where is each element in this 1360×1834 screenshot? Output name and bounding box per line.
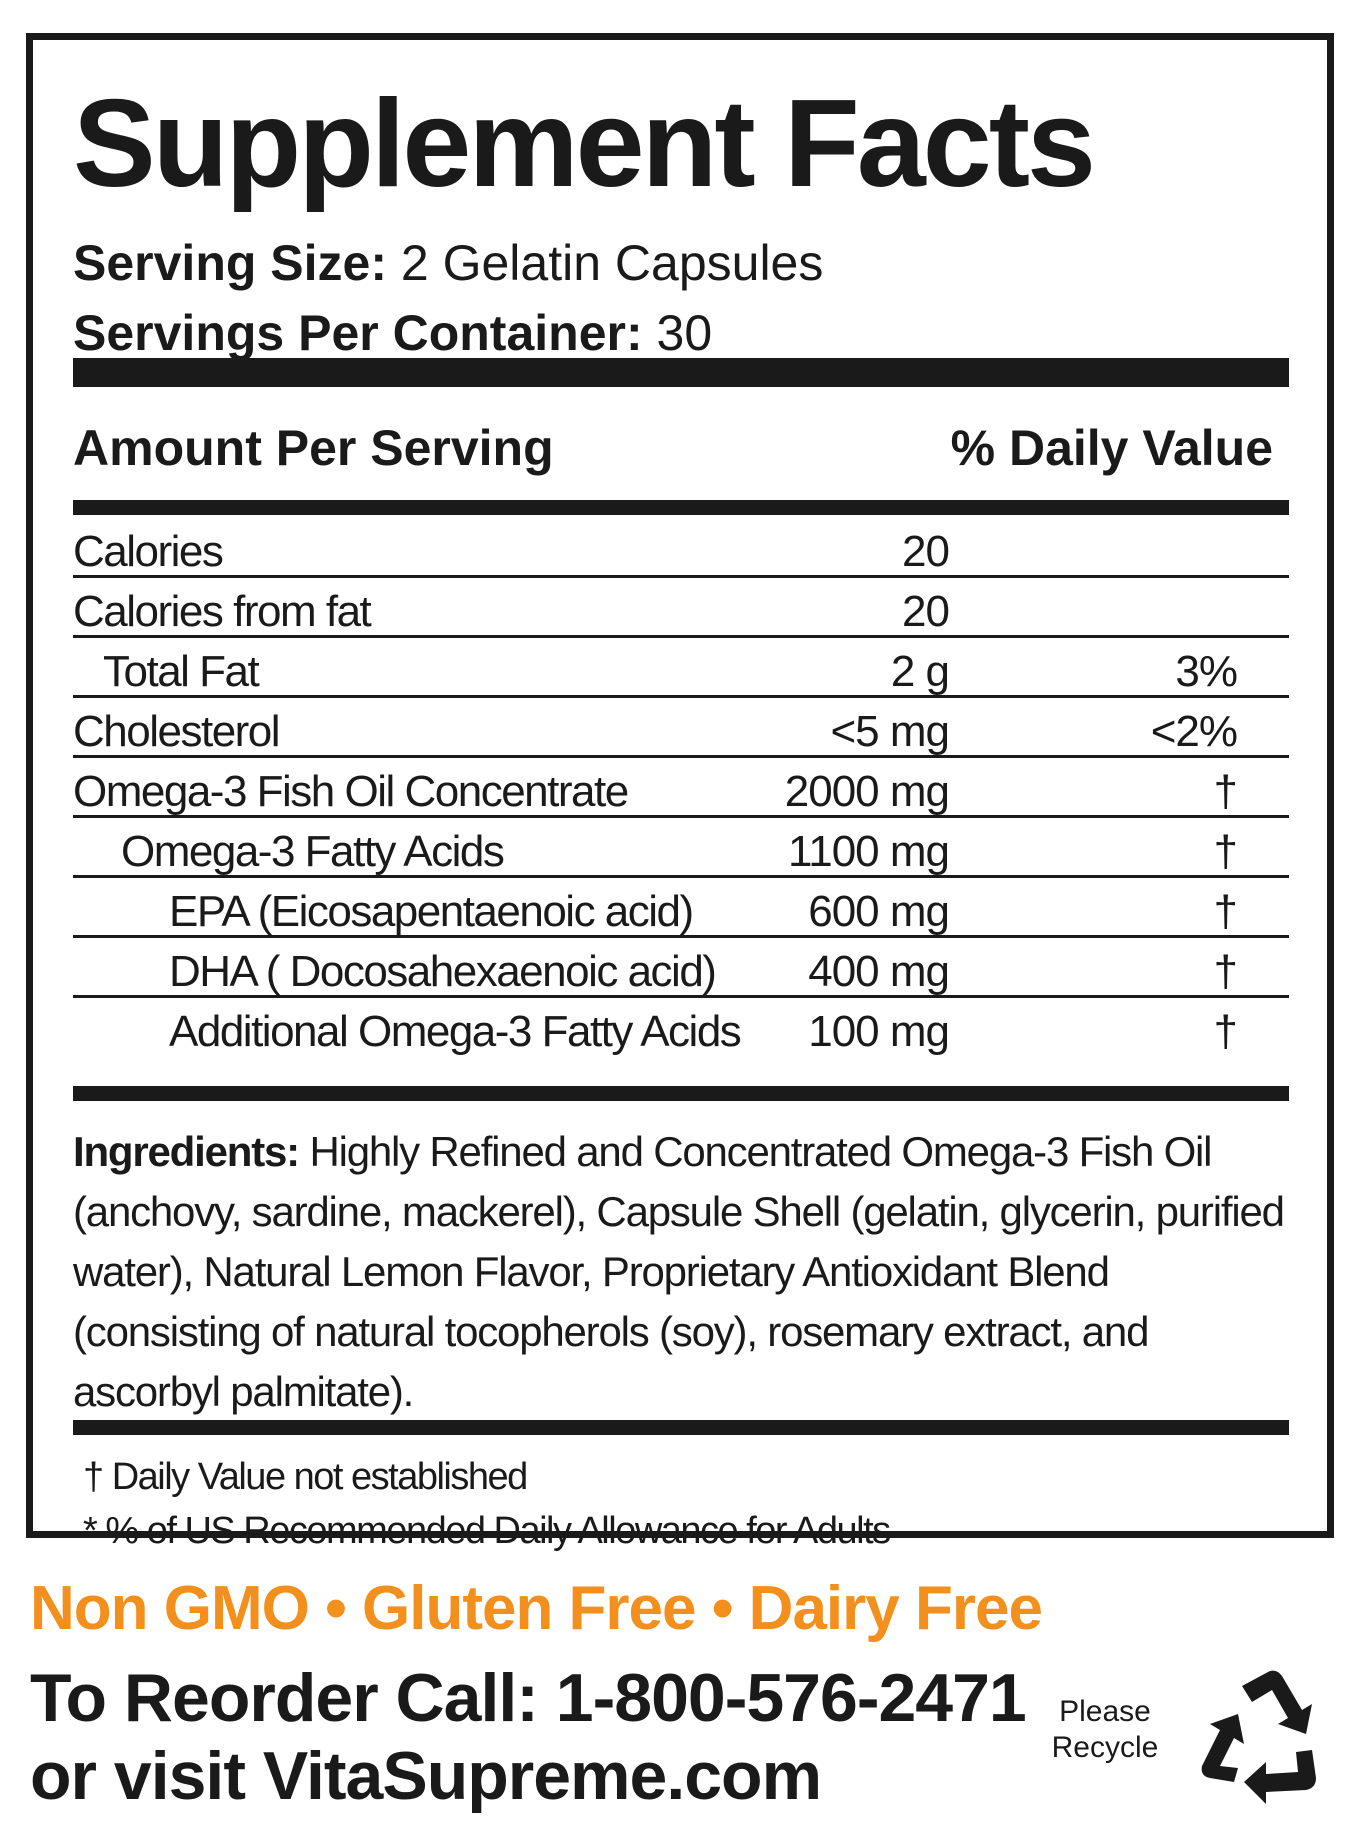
- amount-per-serving-header: Amount Per Serving: [73, 420, 554, 476]
- servings-per-container-label: Servings Per Container:: [73, 305, 643, 361]
- nutrient-name: Total Fat: [103, 647, 260, 696]
- divider-medium: [73, 1420, 1289, 1435]
- table-row: Total Fat 2 g 3%: [73, 638, 1289, 698]
- table-row: DHA ( Docosahexaenoic acid) 400 mg †: [73, 938, 1289, 998]
- footnote-asterisk: * % of US Recommended Daily Allowance fo…: [83, 1510, 891, 1552]
- nutrient-table: Calories 20 Calories from fat 20 Total F…: [73, 518, 1289, 1058]
- nutrient-daily-value: 3%: [1175, 647, 1238, 696]
- recycle-caption-line2: Recycle: [1051, 1731, 1159, 1764]
- serving-size-value: 2 Gelatin Capsules: [400, 235, 824, 291]
- reorder-phone: To Reorder Call: 1-800-576-2471: [30, 1660, 1027, 1736]
- nutrient-amount: 1100 mg: [788, 827, 950, 876]
- nutrient-amount: 20: [902, 527, 950, 576]
- table-row: Cholesterol <5 mg <2%: [73, 698, 1289, 758]
- dietary-badges: Non GMO • Gluten Free • Dairy Free: [30, 1574, 1043, 1643]
- nutrient-name: Calories: [73, 527, 224, 576]
- table-row: Additional Omega-3 Fatty Acids 100 mg †: [73, 998, 1289, 1058]
- table-row: Calories from fat 20: [73, 578, 1289, 638]
- daily-value-header: % Daily Value: [950, 420, 1273, 476]
- nutrient-amount: 2000 mg: [784, 767, 950, 816]
- nutrient-daily-value: <2%: [1150, 707, 1238, 756]
- ingredients-statement: Ingredients: Highly Refined and Concentr…: [73, 1122, 1289, 1422]
- nutrient-amount: 400 mg: [808, 947, 950, 996]
- nutrient-amount: <5 mg: [830, 707, 950, 756]
- nutrient-name: DHA ( Docosahexaenoic acid): [169, 947, 717, 996]
- nutrient-name: Omega-3 Fish Oil Concentrate: [73, 767, 629, 816]
- servings-per-container-value: 30: [656, 305, 713, 361]
- nutrient-daily-value: †: [1213, 827, 1239, 876]
- serving-size: Serving Size: 2 Gelatin Capsules: [73, 238, 823, 288]
- nutrient-name: Calories from fat: [73, 587, 372, 636]
- supplement-facts-panel: Supplement Facts Serving Size: 2 Gelatin…: [26, 33, 1334, 1550]
- divider-medium: [73, 500, 1289, 515]
- nutrient-name: Omega-3 Fatty Acids: [121, 827, 505, 876]
- recycle-icon: [1201, 1670, 1316, 1804]
- nutrient-amount: 600 mg: [808, 887, 950, 936]
- table-row: Omega-3 Fish Oil Concentrate 2000 mg †: [73, 758, 1289, 818]
- servings-per-container: Servings Per Container: 30: [73, 308, 712, 358]
- nutrient-daily-value: †: [1213, 1007, 1239, 1056]
- nutrient-name: Cholesterol: [73, 707, 281, 756]
- footnote-dagger: † Daily Value not established: [83, 1456, 528, 1498]
- table-header: Amount Per Serving % Daily Value: [73, 423, 1273, 473]
- nutrient-name: Additional Omega-3 Fatty Acids: [169, 1007, 742, 1056]
- panel-title: Supplement Facts: [73, 75, 1096, 213]
- nutrient-amount: 20: [902, 587, 950, 636]
- nutrient-daily-value: †: [1213, 767, 1239, 816]
- nutrient-amount: 100 mg: [808, 1007, 950, 1056]
- nutrient-daily-value: †: [1213, 887, 1239, 936]
- ingredients-text: Highly Refined and Concentrated Omega-3 …: [73, 1128, 1285, 1415]
- nutrient-daily-value: †: [1213, 947, 1239, 996]
- divider-medium: [73, 1086, 1289, 1101]
- ingredients-label: Ingredients:: [73, 1128, 300, 1175]
- divider-thick: [73, 358, 1289, 387]
- table-row: EPA (Eicosapentaenoic acid) 600 mg †: [73, 878, 1289, 938]
- table-row: Calories 20: [73, 518, 1289, 578]
- table-row: Omega-3 Fatty Acids 1100 mg †: [73, 818, 1289, 878]
- serving-size-label: Serving Size:: [73, 235, 387, 291]
- recycle-caption-line1: Please: [1059, 1695, 1151, 1728]
- reorder-website: or visit VitaSupreme.com: [30, 1738, 822, 1814]
- recycle-caption: Please Recycle: [1035, 1694, 1175, 1766]
- nutrient-amount: 2 g: [890, 647, 950, 696]
- nutrient-name: EPA (Eicosapentaenoic acid): [169, 887, 694, 936]
